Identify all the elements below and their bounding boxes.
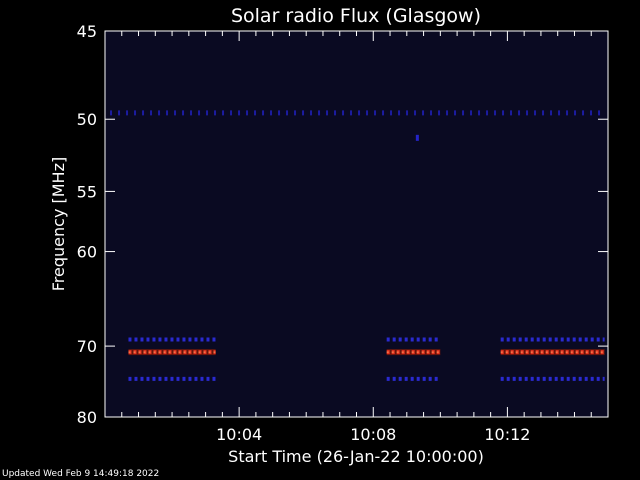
chart-title: Solar radio Flux (Glasgow)	[231, 5, 481, 27]
x-tick-label: 10:08	[350, 425, 396, 444]
plot-area	[110, 110, 605, 381]
data-point	[415, 134, 419, 141]
y-axis-label: Frequency [MHz]	[49, 157, 68, 291]
axis-ticks: 45 50 55 60 70 80 10:04 10:08 10:12	[77, 22, 608, 444]
y-tick-label: 80	[77, 408, 97, 427]
y-tick-label: 45	[77, 22, 97, 41]
x-tick-label: 10:12	[484, 425, 530, 444]
x-axis-label: Start Time (26-Jan-22 10:00:00)	[228, 447, 484, 466]
plot-background	[105, 31, 608, 417]
x-tick-label: 10:04	[216, 425, 262, 444]
y-tick-label: 70	[77, 337, 97, 356]
y-tick-label: 60	[77, 243, 97, 262]
update-timestamp: Updated Wed Feb 9 14:49:18 2022	[2, 469, 160, 479]
y-tick-label: 55	[77, 182, 97, 201]
y-tick-label: 50	[77, 110, 97, 129]
